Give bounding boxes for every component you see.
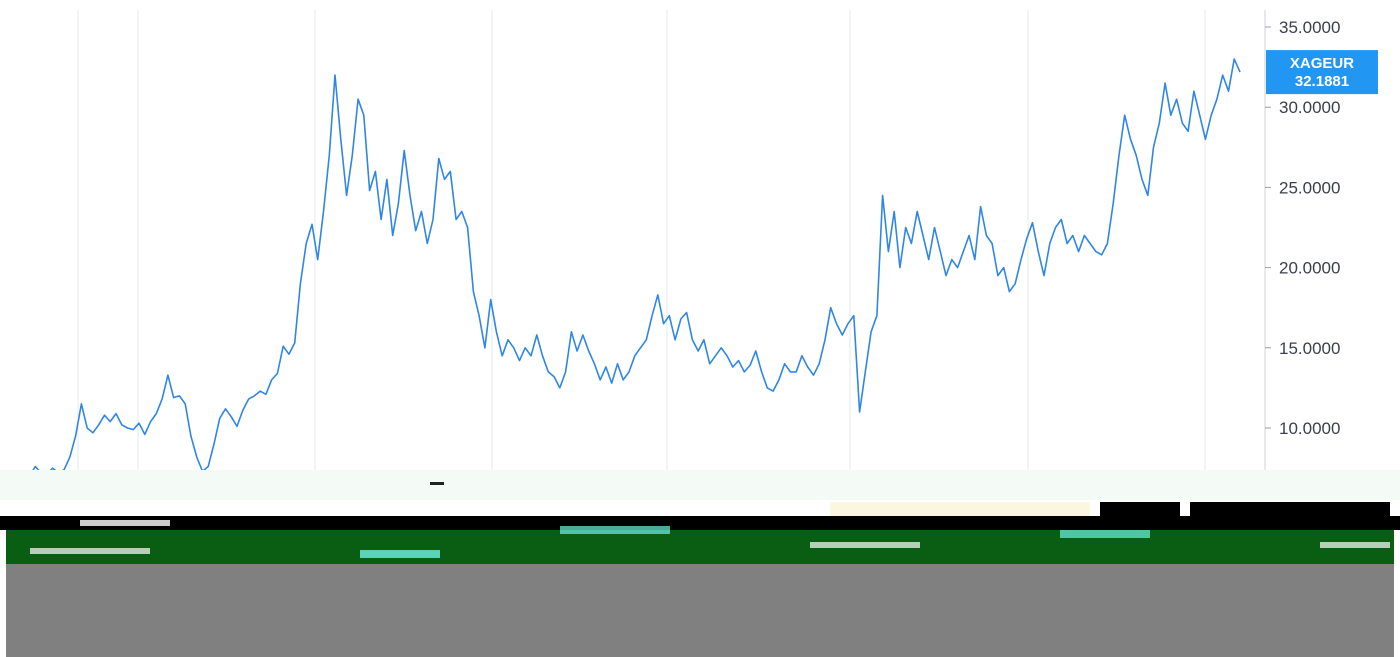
price-chart: 35.0000 30.0000 25.0000 20.0000 15.0000 10.00… — [32, 10, 1378, 470]
y-tick-label: 25.0000 — [1279, 178, 1340, 197]
price-badge-value: 32.1881 — [1295, 73, 1349, 90]
y-tick-label: 10.0000 — [1279, 419, 1340, 438]
y-tick-label: 35.0000 — [1279, 18, 1340, 37]
chart-canvas: 35.0000 30.0000 25.0000 20.0000 15.0000 10.00… — [32, 10, 1378, 470]
corrupted-render-region — [0, 470, 1400, 657]
y-axis: 35.0000 30.0000 25.0000 20.0000 15.0000 10.00… — [1264, 10, 1340, 470]
price-badge-symbol: XAGEUR — [1290, 55, 1354, 72]
series-line-xageur — [32, 58, 1241, 470]
price-badge: XAGEUR 32.1881 — [1266, 50, 1378, 95]
series-layer — [32, 58, 1241, 470]
y-tick-label: 20.0000 — [1279, 259, 1340, 278]
price-badge-bg — [1266, 50, 1378, 95]
y-tick-label: 15.0000 — [1279, 339, 1340, 358]
y-tick-label: 30.0000 — [1279, 98, 1340, 117]
